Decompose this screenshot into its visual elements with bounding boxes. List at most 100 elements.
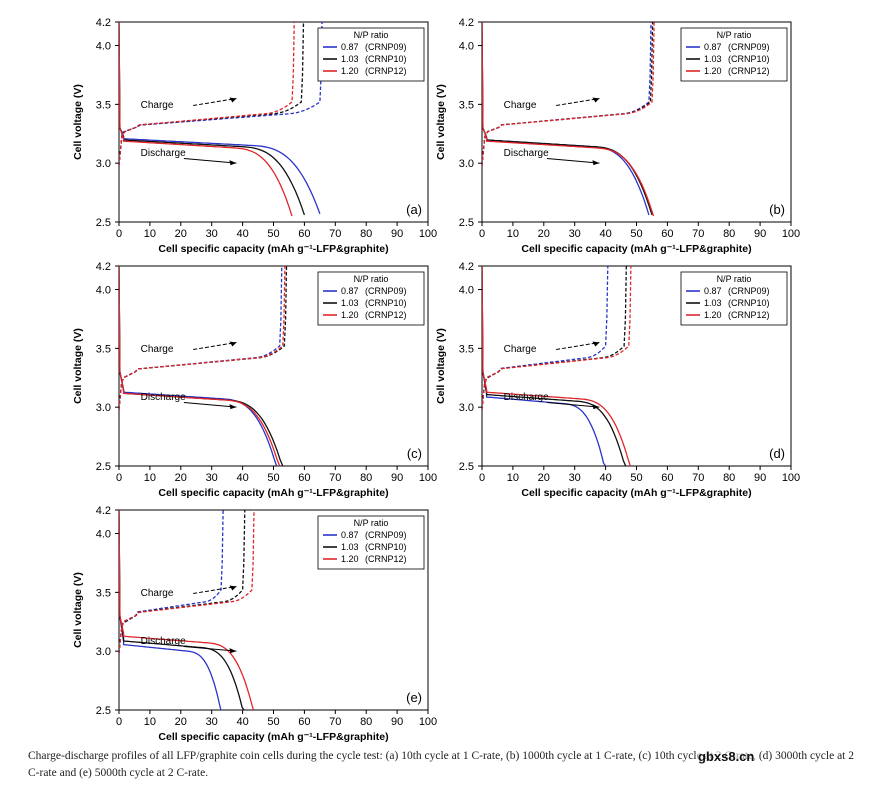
discharge-curve-1.20 (119, 266, 281, 466)
charge-arrow (193, 341, 237, 351)
discharge-arrow (183, 157, 237, 164)
y-axis-title: Cell voltage (V) (72, 84, 84, 160)
y-axis-title: Cell voltage (V) (72, 328, 84, 404)
charge-label: Charge (504, 100, 537, 111)
x-tick-label: 10 (144, 472, 156, 484)
charge-curve-0.87 (119, 510, 224, 654)
charge-arrow (193, 97, 237, 107)
charge-curve-1.20 (482, 22, 655, 166)
y-tick-label: 3.0 (459, 158, 474, 170)
legend-np: 1.03 (341, 542, 359, 552)
discharge-arrowhead (229, 160, 237, 166)
y-tick-label: 2.5 (459, 461, 474, 473)
curves-group (482, 22, 655, 217)
legend-title: N/P ratio (717, 30, 752, 40)
legend-np: 1.20 (341, 66, 359, 76)
x-tick-label: 80 (360, 716, 372, 728)
legend-title: N/P ratio (354, 274, 389, 284)
x-tick-label: 40 (599, 472, 611, 484)
x-tick-label: 30 (569, 228, 581, 240)
panel-label: (b) (769, 202, 785, 217)
legend-np: 1.20 (704, 310, 722, 320)
charge-arrow (556, 341, 600, 351)
legend-box (317, 271, 425, 326)
x-axis-title: Cell specific capacity (mAh g⁻¹-LFP&grap… (158, 731, 388, 743)
x-tick-label: 10 (144, 228, 156, 240)
x-axis-title: Cell specific capacity (mAh g⁻¹-LFP&grap… (521, 487, 751, 499)
x-tick-label: 70 (692, 228, 704, 240)
x-tick-label: 0 (116, 716, 122, 728)
charge-curve-0.87 (119, 22, 323, 166)
charge-label: Charge (141, 100, 174, 111)
legend-code: (CRNP09) (728, 42, 770, 52)
y-tick-label: 3.0 (96, 402, 111, 414)
legend-code: (CRNP09) (365, 42, 407, 52)
x-tick-label: 30 (206, 228, 218, 240)
legend-np: 0.87 (341, 530, 359, 540)
discharge-label: Discharge (141, 636, 186, 647)
panel-label: (a) (406, 202, 422, 217)
x-tick-label: 0 (479, 472, 485, 484)
discharge-curve-1.03 (119, 22, 306, 216)
x-tick-label: 100 (419, 716, 437, 728)
discharge-arrowhead (592, 404, 600, 410)
x-tick-label: 30 (569, 472, 581, 484)
x-tick-label: 0 (116, 228, 122, 240)
legend-title: N/P ratio (354, 30, 389, 40)
chart-svg: 0 10 20 30 40 50 60 70 80 90 100 2.5 3.0 3.5 4.0 4.2 Cel… (72, 505, 437, 743)
charge-arrowhead (592, 341, 600, 347)
y-tick-label: 4.2 (96, 505, 111, 517)
charge-curve-1.03 (119, 266, 288, 410)
y-tick-label: 4.2 (96, 261, 111, 273)
legend-code: (CRNP09) (365, 286, 407, 296)
x-tick-label: 80 (360, 472, 372, 484)
curves-group (119, 266, 288, 466)
x-tick-label: 30 (206, 472, 218, 484)
x-tick-label: 20 (175, 228, 187, 240)
discharge-curve-0.87 (119, 510, 223, 710)
discharge-curve-1.20 (482, 22, 655, 217)
y-tick-label: 3.5 (96, 587, 111, 599)
charge-label: Charge (141, 588, 174, 599)
watermark: gbxs8.cn (696, 749, 757, 764)
x-tick-label: 60 (661, 228, 673, 240)
discharge-arrowhead (229, 404, 237, 410)
discharge-arrow (183, 401, 237, 408)
y-tick-label: 3.5 (96, 99, 111, 111)
legend-code: (CRNP12) (728, 310, 770, 320)
legend-np: 0.87 (341, 286, 359, 296)
y-tick-label: 4.2 (96, 17, 111, 29)
discharge-label: Discharge (504, 148, 549, 159)
legend-np: 1.03 (341, 54, 359, 64)
discharge-label: Discharge (141, 148, 186, 159)
x-tick-label: 30 (206, 716, 218, 728)
x-tick-label: 50 (267, 228, 279, 240)
charge-arrowhead (229, 341, 237, 347)
y-tick-label: 4.0 (459, 41, 474, 53)
y-tick-label: 3.0 (96, 158, 111, 170)
charge-curve-1.03 (482, 266, 627, 410)
x-tick-label: 50 (267, 472, 279, 484)
x-tick-label: 40 (236, 228, 248, 240)
chart-panel-d: 0 10 20 30 40 50 60 70 80 90 100 2.5 3.0 3.5 4.0 4.2 Cel… (363, 252, 800, 499)
x-tick-label: 0 (116, 472, 122, 484)
discharge-curve-1.03 (482, 266, 627, 466)
x-tick-label: 50 (630, 472, 642, 484)
x-tick-label: 20 (175, 716, 187, 728)
charge-curve-1.03 (119, 510, 246, 654)
x-tick-label: 70 (692, 472, 704, 484)
discharge-curve-0.87 (119, 266, 278, 466)
legend-np: 1.20 (341, 310, 359, 320)
x-tick-label: 100 (782, 228, 800, 240)
legend-code: (CRNP10) (365, 298, 407, 308)
chart-panel-b: 0 10 20 30 40 50 60 70 80 90 100 2.5 3.0 3.5 4.0 4.2 Cel… (363, 8, 800, 255)
y-tick-label: 3.0 (459, 402, 474, 414)
charge-curve-0.87 (482, 266, 609, 410)
x-axis-title: Cell specific capacity (mAh g⁻¹-LFP&grap… (158, 243, 388, 255)
figure-caption: Charge-discharge profiles of all LFP/gra… (28, 750, 855, 779)
panel-label: (c) (407, 446, 422, 461)
discharge-curve-1.20 (482, 266, 631, 466)
charge-label: Charge (504, 344, 537, 355)
x-tick-label: 70 (329, 716, 341, 728)
legend-np: 0.87 (341, 42, 359, 52)
